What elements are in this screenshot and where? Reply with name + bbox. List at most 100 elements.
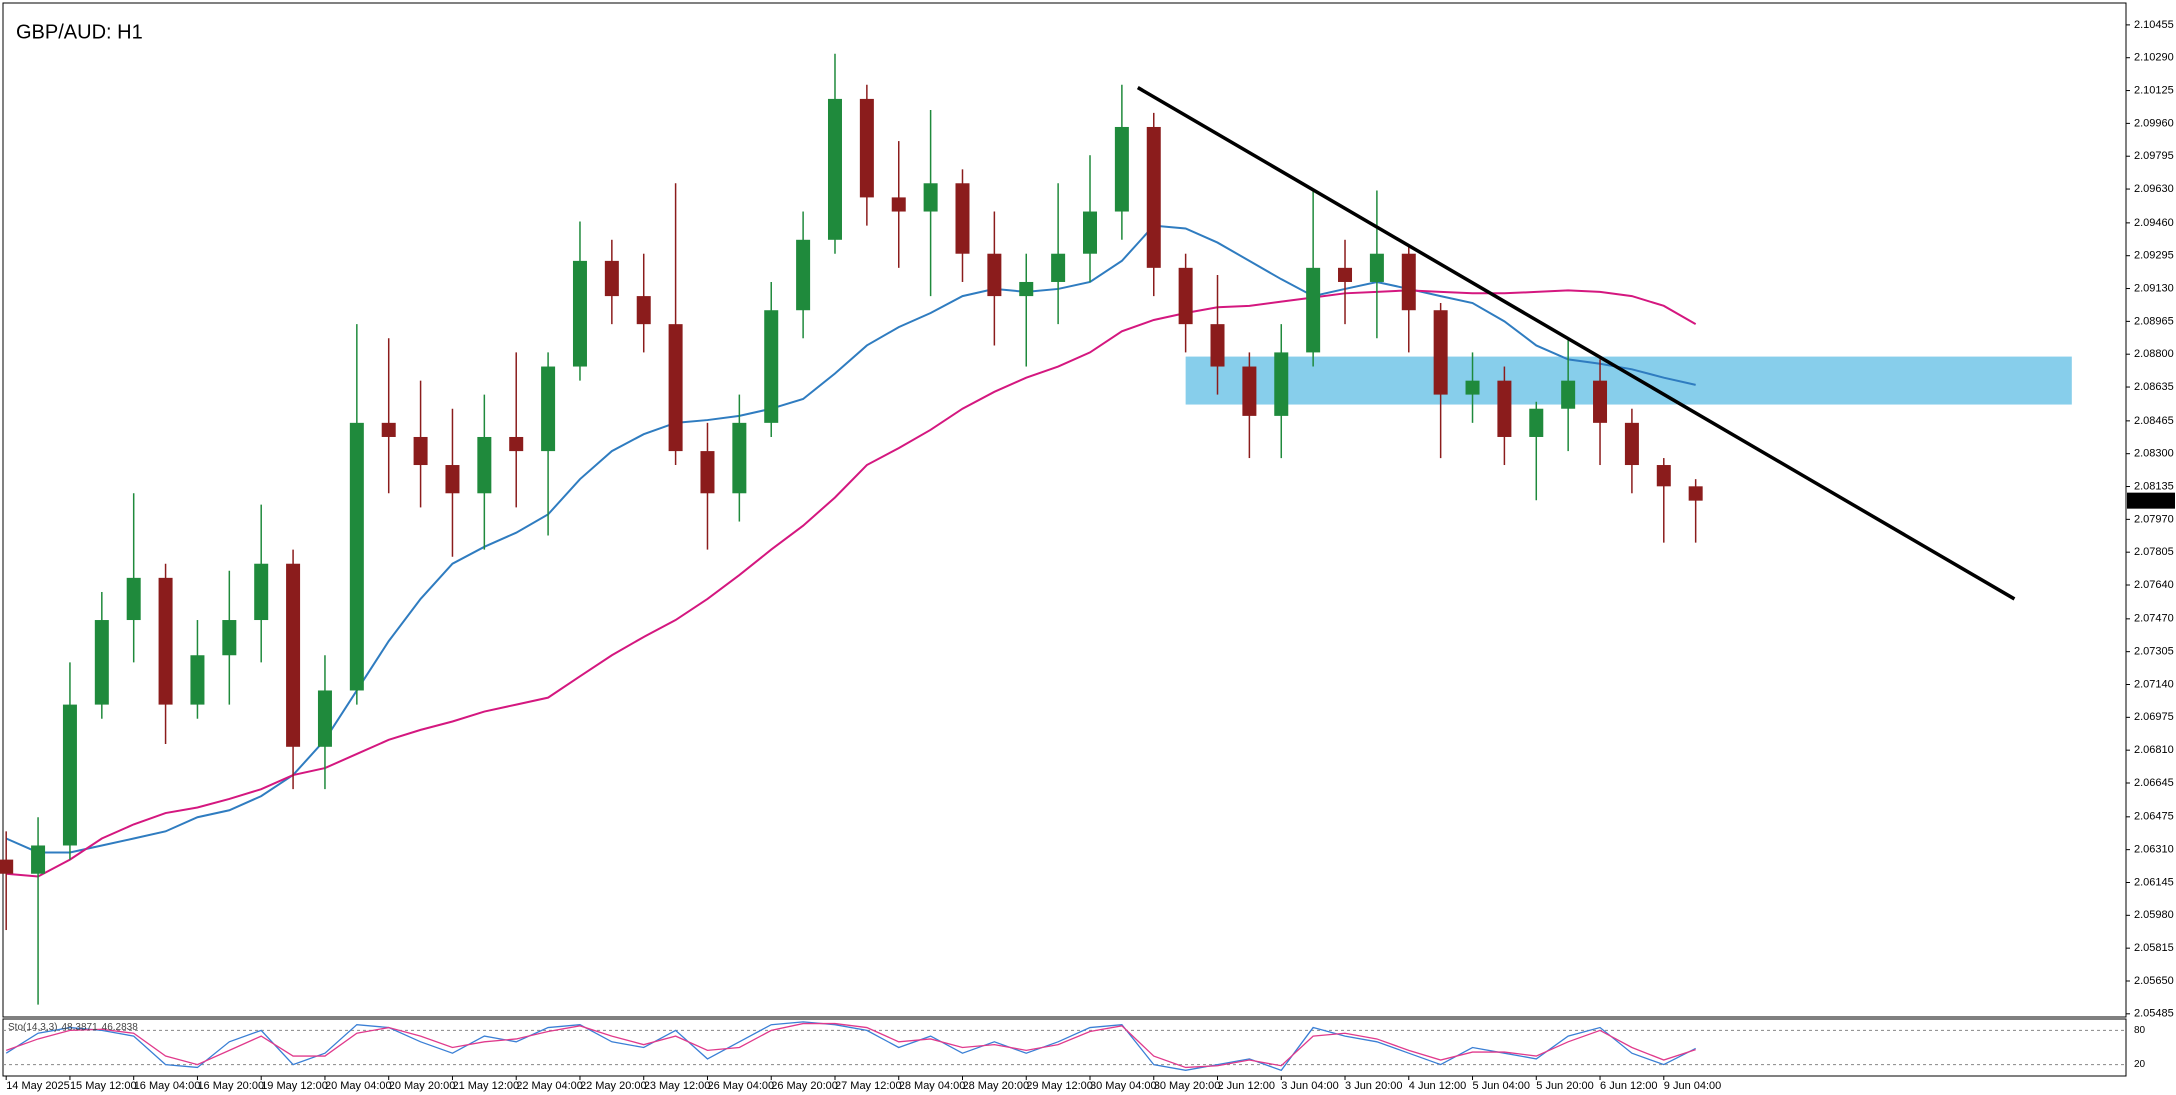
- x-tick-label: 21 May 12:00: [452, 1080, 519, 1092]
- x-tick-label: 30 May 20:00: [1154, 1080, 1221, 1092]
- y-tick-label: 2.09460: [2134, 217, 2174, 229]
- candle-body: [859, 98, 874, 198]
- indicator-value: 48.3871: [61, 1022, 98, 1033]
- candle-body: [158, 577, 173, 705]
- candle-body: [1688, 486, 1703, 501]
- candle-body: [477, 436, 492, 494]
- x-tick-label: 22 May 04:00: [516, 1080, 583, 1092]
- candle-body: [381, 422, 396, 437]
- y-tick-label: 2.10125: [2134, 84, 2174, 96]
- candle-body: [286, 563, 301, 747]
- zone: [1185, 356, 2072, 405]
- y-tick-label: 2.07640: [2134, 579, 2174, 591]
- candle-body: [254, 563, 269, 621]
- y-tick-label: 2.07970: [2134, 513, 2174, 525]
- x-tick-label: 22 May 20:00: [580, 1080, 647, 1092]
- candle-body: [891, 197, 906, 212]
- x-tick-label: 15 May 12:00: [70, 1080, 137, 1092]
- candle-body: [827, 98, 842, 240]
- y-tick-label: 2.06645: [2134, 777, 2174, 789]
- x-tick-label: 3 Jun 04:00: [1281, 1080, 1339, 1092]
- y-tick-label: 2.08300: [2134, 448, 2174, 460]
- x-tick-label: 16 May 04:00: [134, 1080, 201, 1092]
- y-tick-label: 2.10290: [2134, 52, 2174, 64]
- candle-body: [1019, 281, 1034, 297]
- y-tick-label: 2.08800: [2134, 348, 2174, 360]
- candle-body: [1306, 267, 1321, 353]
- candle-body: [1401, 253, 1416, 311]
- y-tick-label: 2.06475: [2134, 811, 2174, 823]
- indicator-panel: [2, 1018, 2127, 1077]
- x-tick-label: 20 May 04:00: [325, 1080, 392, 1092]
- y-tick-label: 2.07140: [2134, 678, 2174, 690]
- y-tick-label: 2.07305: [2134, 646, 2174, 658]
- y-tick-label: 2.07470: [2134, 613, 2174, 625]
- candle-body: [31, 845, 46, 874]
- y-tick-label: 2.05650: [2134, 975, 2174, 987]
- candle-body: [445, 465, 460, 494]
- x-tick-label: 9 Jun 04:00: [1664, 1080, 1722, 1092]
- x-tick-label: 4 Jun 12:00: [1409, 1080, 1467, 1092]
- trendline: [1136, 86, 2016, 601]
- y-tick-label: 2.08135: [2134, 480, 2174, 492]
- y-tick-label: 2.09630: [2134, 183, 2174, 195]
- candle-body: [94, 620, 109, 705]
- y-tick-label: 2.06810: [2134, 744, 2174, 756]
- y-tick-label: 2.09795: [2134, 150, 2174, 162]
- candle-body: [923, 183, 938, 212]
- plot-layer: 2.10455 2.10290 2.10125 2.09960 2.09795 2.096…: [0, 19, 2175, 1092]
- chart-title: GBP/AUD: H1: [16, 21, 143, 43]
- candle-body: [955, 183, 970, 254]
- y-tick-label: 2.08965: [2134, 315, 2174, 327]
- candle-body: [1593, 380, 1608, 423]
- x-tick-label: 19 May 12:00: [261, 1080, 328, 1092]
- candle-body: [349, 422, 364, 691]
- candle-body: [413, 436, 428, 466]
- candle-body: [732, 422, 747, 494]
- x-tick-label: 2 Jun 12:00: [1218, 1080, 1276, 1092]
- y-tick-label: 2.10455: [2134, 19, 2174, 31]
- candle-body: [0, 859, 14, 874]
- candle-body: [1274, 352, 1289, 416]
- candle-body: [1114, 126, 1129, 212]
- x-tick-label: 28 May 04:00: [899, 1080, 966, 1092]
- x-tick-label: 16 May 20:00: [197, 1080, 264, 1092]
- candle-body: [1369, 253, 1384, 282]
- candle-body: [1529, 408, 1544, 437]
- candle-body: [1433, 310, 1448, 395]
- price-label-box: [2127, 492, 2175, 509]
- candle-body: [1210, 324, 1225, 367]
- x-tick-label: 6 Jun 12:00: [1600, 1080, 1658, 1092]
- y-tick-label: 2.05980: [2134, 909, 2174, 921]
- indicator-tick-label: 80: [2134, 1025, 2146, 1036]
- x-tick-label: 20 May 20:00: [389, 1080, 456, 1092]
- y-tick-label: 2.06975: [2134, 711, 2174, 723]
- candle-body: [764, 310, 779, 423]
- y-tick-label: 2.09130: [2134, 282, 2174, 294]
- indicator-name: Sto(14,3,3): [8, 1022, 57, 1033]
- candle-body: [1146, 126, 1161, 268]
- x-tick-label: 5 Jun 20:00: [1536, 1080, 1594, 1092]
- x-tick-label: 5 Jun 04:00: [1473, 1080, 1531, 1092]
- x-tick-label: 26 May 04:00: [707, 1080, 774, 1092]
- candle-body: [62, 704, 77, 846]
- x-tick-label: 28 May 20:00: [962, 1080, 1029, 1092]
- y-tick-label: 2.08635: [2134, 381, 2174, 393]
- indicator-value: 46.2838: [102, 1022, 139, 1033]
- candle-body: [190, 655, 205, 705]
- candle-body: [1242, 366, 1257, 416]
- indicator-line: [5, 1022, 1696, 1069]
- y-tick-label: 2.08465: [2134, 415, 2174, 427]
- candle-body: [1083, 211, 1098, 254]
- y-tick-label: 2.05485: [2134, 1008, 2174, 1020]
- candle-body: [126, 577, 141, 621]
- x-tick-label: 29 May 12:00: [1026, 1080, 1093, 1092]
- price-label: 2.08064: [2131, 495, 2171, 507]
- candle-body: [1465, 380, 1480, 395]
- candle-body: [700, 451, 715, 494]
- candle-body: [1656, 465, 1671, 487]
- y-tick-label: 2.06145: [2134, 876, 2174, 888]
- candle-body: [636, 296, 651, 325]
- y-tick-label: 2.06310: [2134, 844, 2174, 856]
